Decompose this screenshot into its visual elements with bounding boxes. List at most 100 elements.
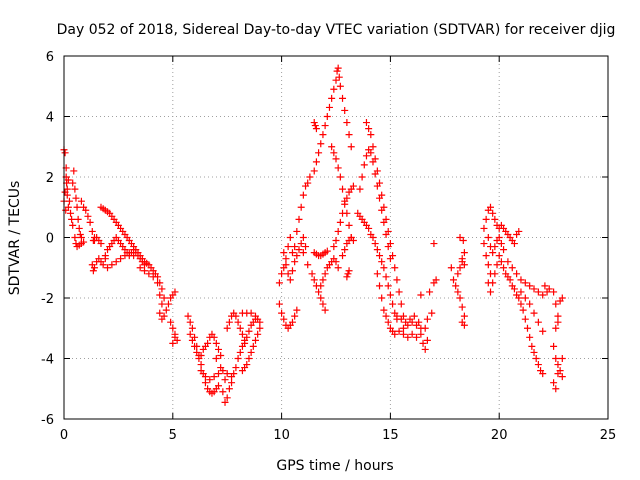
data-point [343, 119, 351, 127]
data-point [558, 355, 566, 362]
data-point [460, 249, 468, 257]
data-point [489, 279, 497, 287]
x-tick-label: 15 [382, 428, 399, 443]
data-point [97, 240, 105, 248]
data-point [62, 206, 70, 214]
data-point [497, 240, 505, 248]
data-point [201, 373, 209, 381]
data-point [376, 282, 384, 290]
data-point [217, 364, 225, 372]
data-point [212, 355, 220, 362]
data-point [534, 361, 542, 369]
data-point [145, 270, 153, 278]
data-point [104, 264, 112, 272]
data-point [369, 143, 377, 151]
data-point [72, 194, 80, 202]
data-point [497, 258, 505, 266]
data-point [330, 149, 338, 157]
data-point [532, 355, 540, 362]
data-point [336, 173, 344, 181]
data-point [82, 206, 90, 214]
data-point [349, 237, 357, 245]
data-point [423, 315, 431, 323]
data-point [304, 261, 312, 269]
data-point [344, 270, 352, 278]
data-point [550, 342, 558, 350]
data-point [304, 179, 312, 187]
data-point [417, 330, 425, 338]
data-point [360, 161, 368, 169]
data-point [489, 209, 497, 217]
data-point [108, 261, 116, 269]
data-point [186, 318, 194, 326]
data-point [526, 333, 534, 341]
data-point [223, 324, 231, 332]
data-point [480, 224, 488, 232]
data-point [554, 318, 562, 326]
data-point [526, 282, 534, 290]
data-point [380, 203, 388, 211]
data-point [484, 261, 492, 269]
data-point [171, 333, 179, 341]
data-point [369, 234, 377, 241]
data-point [493, 261, 501, 269]
data-point [419, 339, 427, 347]
data-point [214, 370, 222, 378]
data-point [510, 285, 518, 293]
data-point [367, 131, 375, 139]
data-point [332, 76, 340, 84]
data-point [288, 318, 296, 326]
data-point [358, 173, 366, 181]
data-point [528, 342, 536, 350]
data-point [345, 131, 353, 139]
data-point [80, 238, 88, 246]
data-point [278, 270, 286, 278]
data-point [310, 119, 318, 127]
data-point [141, 267, 149, 275]
data-point [508, 264, 516, 272]
data-point [184, 312, 192, 320]
data-point [482, 215, 490, 223]
data-point [534, 288, 542, 296]
data-point [367, 149, 375, 157]
data-point [397, 315, 405, 323]
plot-frame [63, 55, 609, 420]
data-point [299, 234, 307, 241]
data-point [506, 276, 514, 284]
data-point [336, 218, 344, 226]
data-point [280, 315, 288, 323]
data-point [280, 249, 288, 257]
data-point [550, 288, 558, 296]
data-point [67, 209, 75, 217]
data-point [293, 227, 301, 235]
data-point [197, 351, 205, 359]
data-point [156, 291, 164, 299]
y-tick-label: 2 [46, 171, 54, 186]
data-point [156, 309, 164, 317]
data-point [460, 312, 468, 320]
data-point [365, 125, 373, 133]
data-point [325, 103, 333, 111]
data-point [217, 351, 225, 359]
data-point [295, 215, 303, 223]
data-point [517, 276, 525, 284]
data-point [254, 330, 262, 338]
data-point [371, 240, 379, 248]
data-point [125, 249, 133, 257]
data-point [534, 318, 542, 326]
data-point [319, 131, 327, 139]
x-tick-label: 5 [169, 428, 177, 443]
data-point [247, 348, 255, 356]
data-point [334, 264, 342, 272]
y-tick-label: 4 [46, 111, 54, 126]
data-point [69, 221, 77, 229]
data-point [328, 143, 336, 151]
data-point [380, 264, 388, 272]
data-point [550, 379, 558, 387]
data-point [206, 376, 214, 384]
data-point [454, 270, 462, 278]
data-point [158, 285, 166, 293]
data-point [74, 215, 82, 223]
data-point [521, 315, 529, 323]
data-point [454, 288, 462, 296]
